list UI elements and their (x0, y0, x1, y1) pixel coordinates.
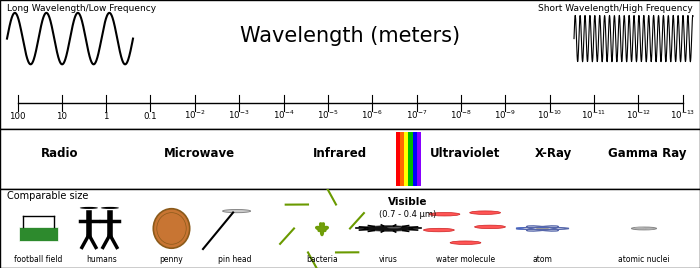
Circle shape (470, 211, 500, 214)
Bar (396, 132, 400, 186)
Circle shape (80, 207, 98, 209)
Circle shape (538, 227, 547, 228)
Bar (408, 132, 412, 186)
Text: atom: atom (533, 255, 552, 264)
Text: 100: 100 (9, 112, 26, 121)
Text: Ultraviolet: Ultraviolet (430, 147, 500, 161)
Text: atomic nuclei: atomic nuclei (618, 255, 670, 264)
Text: Long Wavelength/Low Frequency: Long Wavelength/Low Frequency (7, 4, 156, 13)
Text: Visible: Visible (389, 197, 428, 207)
Text: $10^{-7}$: $10^{-7}$ (406, 109, 427, 121)
Text: football field: football field (14, 255, 63, 264)
Bar (405, 132, 409, 186)
Text: 1: 1 (104, 112, 109, 121)
Circle shape (645, 228, 654, 229)
Ellipse shape (153, 209, 190, 248)
Text: 0.1: 0.1 (144, 112, 158, 121)
Circle shape (635, 227, 645, 228)
Circle shape (101, 207, 119, 209)
Text: $10^{-2}$: $10^{-2}$ (184, 109, 206, 121)
Text: (0.7 - 0.4 μm): (0.7 - 0.4 μm) (379, 210, 437, 219)
Text: penny: penny (160, 255, 183, 264)
Text: $10^{-10}$: $10^{-10}$ (537, 109, 562, 121)
Circle shape (424, 228, 454, 232)
Text: Microwave: Microwave (164, 147, 235, 161)
Circle shape (387, 227, 401, 228)
Text: Gamma Ray: Gamma Ray (608, 147, 687, 161)
Text: $10^{-9}$: $10^{-9}$ (494, 109, 516, 121)
Text: 10: 10 (56, 112, 67, 121)
Text: Short Wavelength/High Frequency: Short Wavelength/High Frequency (538, 4, 693, 13)
Text: $10^{-6}$: $10^{-6}$ (361, 109, 383, 121)
Circle shape (429, 213, 460, 216)
Text: water molecule: water molecule (436, 255, 495, 264)
Bar (400, 132, 405, 186)
Text: Radio: Radio (41, 147, 78, 161)
Text: humans: humans (86, 255, 117, 264)
Text: $10^{-3}$: $10^{-3}$ (228, 109, 250, 121)
Text: pin head: pin head (218, 255, 251, 264)
Text: X-Ray: X-Ray (534, 147, 572, 161)
Circle shape (475, 225, 505, 229)
Text: Comparable size: Comparable size (7, 191, 88, 201)
Bar (412, 132, 416, 186)
Text: $10^{-5}$: $10^{-5}$ (317, 109, 339, 121)
Text: virus: virus (379, 255, 398, 264)
Circle shape (631, 227, 657, 230)
Text: $10^{-8}$: $10^{-8}$ (450, 109, 472, 121)
Bar (19, 227, 58, 241)
Text: $10^{-13}$: $10^{-13}$ (670, 109, 695, 121)
Text: Infrared: Infrared (312, 147, 367, 161)
Polygon shape (316, 223, 328, 236)
Bar (416, 132, 421, 186)
Text: $10^{-11}$: $10^{-11}$ (581, 109, 606, 121)
Circle shape (536, 228, 550, 229)
Text: Wavelength (meters): Wavelength (meters) (240, 26, 460, 46)
Circle shape (450, 241, 481, 244)
Text: $10^{-12}$: $10^{-12}$ (626, 109, 651, 121)
Circle shape (364, 226, 413, 231)
Text: $10^{-4}$: $10^{-4}$ (273, 109, 294, 121)
Text: bacteria: bacteria (306, 255, 338, 264)
Circle shape (223, 210, 251, 213)
